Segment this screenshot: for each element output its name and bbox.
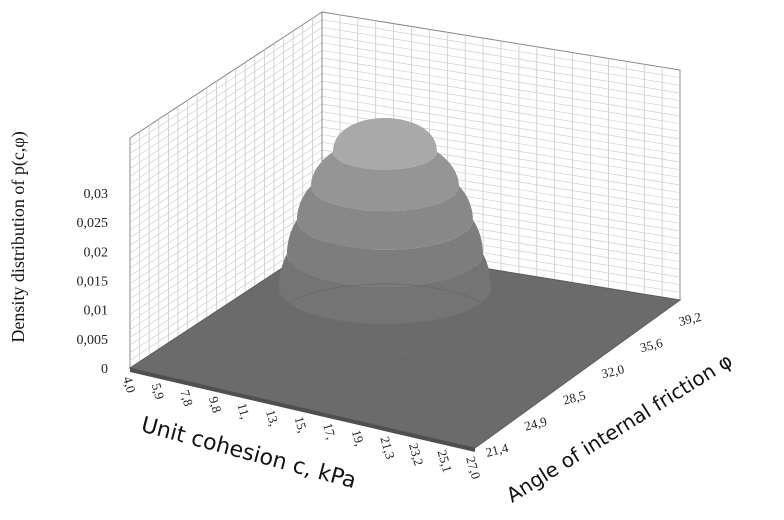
- x-tick-label: 21,3: [377, 435, 398, 461]
- grid-line: [129, 42, 323, 169]
- grid-line: [129, 142, 323, 269]
- grid-line: [321, 65, 681, 125]
- z-tick-label: 0,01: [84, 304, 109, 319]
- grid-line: [321, 19, 681, 79]
- z-tick-label: 0,015: [77, 275, 109, 290]
- x-tick-label: 17,: [320, 421, 339, 441]
- y-tick-labels: 21,4 24,9 28,5 32,0 35,6 39,2: [484, 309, 703, 460]
- grid-line: [129, 119, 323, 246]
- grid-line: [129, 126, 323, 254]
- grid-line: [321, 49, 681, 109]
- y-tick-label: 35,6: [638, 335, 664, 355]
- x-tick-labels: 4,0 5,9 7,8 9,8 11, 13, 15, 17, 19, 21,3 23,2 25,1 2…: [120, 375, 484, 481]
- grid-line: [321, 95, 681, 155]
- density-band: [297, 186, 473, 250]
- y-tick-label: 21,4: [484, 440, 510, 460]
- grid-line: [321, 57, 681, 117]
- grid-line: [129, 73, 323, 200]
- density-band: [333, 118, 438, 170]
- grid-line: [129, 65, 323, 192]
- x-tick-label: 27,0: [463, 455, 484, 481]
- density-band: [311, 152, 459, 212]
- grid-line: [129, 165, 323, 292]
- x-tick-label: 13,: [263, 408, 282, 428]
- x-tick-label: 4,0: [120, 375, 139, 395]
- grid-line: [129, 88, 323, 215]
- x-tick-label: 9,8: [206, 395, 225, 415]
- grid-line: [129, 195, 323, 323]
- grid-line: [129, 111, 323, 238]
- x-tick-label: 5,9: [149, 381, 168, 401]
- grid-line: [321, 26, 681, 86]
- density-band: [273, 288, 497, 361]
- grid-line: [129, 103, 323, 231]
- grid-line: [129, 203, 323, 330]
- grid-line: [129, 188, 323, 315]
- grid-line: [129, 57, 323, 185]
- y-tick-label: 24,9: [523, 414, 549, 434]
- x-tick-label: 23,2: [406, 441, 427, 467]
- z-tick-label: 0,02: [84, 245, 109, 260]
- band-base: [272, 283, 498, 361]
- grid-line: [129, 19, 323, 146]
- z-axis-label: Density distribution of p(c,φ): [8, 131, 29, 342]
- x-tick-label: 25,1: [435, 448, 456, 474]
- density-bands: [130, 118, 498, 452]
- grid-line: [129, 27, 323, 154]
- z-tick-label: 0,025: [77, 216, 109, 231]
- density-band: [279, 254, 491, 325]
- grid-line: [321, 34, 681, 94]
- z-tick-label: 0: [101, 362, 108, 377]
- grid-line: [129, 50, 323, 177]
- y-tick-label: 28,5: [561, 387, 587, 407]
- x-tick-label: 11,: [234, 401, 253, 420]
- grid-line: [129, 96, 323, 223]
- y-tick-label: 32,0: [600, 361, 626, 381]
- grid-line: [129, 157, 323, 284]
- grid-line: [321, 80, 681, 140]
- grid-line: [321, 103, 681, 163]
- grid-line: [129, 211, 323, 338]
- grid-line: [129, 134, 323, 261]
- grid-line: [129, 172, 323, 300]
- grid-line: [321, 42, 681, 102]
- y-tick-label: 39,2: [677, 309, 703, 329]
- grid-line: [129, 34, 323, 162]
- floor-edge: [130, 368, 475, 452]
- z-tick-label: 0,03: [84, 187, 109, 202]
- x-tick-label: 19,: [349, 428, 368, 448]
- grid-line: [321, 72, 681, 132]
- z-tick-labels: 0 0,005 0,01 0,015 0,02 0,025 0,03: [77, 187, 109, 377]
- z-tick-label: 0,005: [77, 333, 109, 348]
- grid-line: [129, 80, 323, 208]
- x-tick-label: 15,: [292, 415, 311, 435]
- grid-line: [129, 149, 323, 277]
- grid-line: [129, 180, 323, 307]
- density-band: [287, 220, 483, 288]
- x-tick-label: 7,8: [177, 388, 196, 408]
- grid-line: [321, 88, 681, 148]
